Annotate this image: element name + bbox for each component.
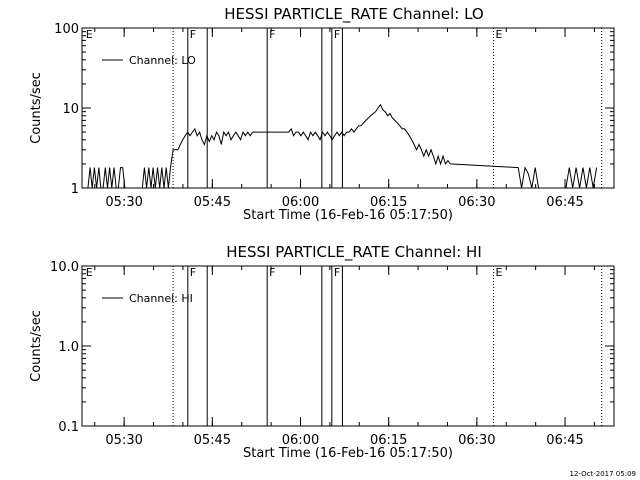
x-tick-label: 06:00 xyxy=(282,433,319,448)
x-tick-label: 06:45 xyxy=(546,433,583,448)
footer-timestamp: 12-Oct-2017 05:09 xyxy=(569,470,636,478)
x-tick-label: 06:00 xyxy=(282,195,319,210)
x-axis-label: Start Time (16-Feb-16 05:17:50) xyxy=(243,446,453,461)
y-tick-label: 1 xyxy=(71,182,79,197)
x-tick-label: 06:30 xyxy=(458,195,495,210)
chart-panel-lo: HESSI PARTICLE_RATE Channel: LO 1 10 100 Cou… xyxy=(29,5,615,223)
x-tick-label: 06:15 xyxy=(370,195,407,210)
chart-panel-hi: HESSI PARTICLE_RATE Channel: HI 0.1 1.0 10.… xyxy=(29,243,615,461)
y-tick-label: 10 xyxy=(62,102,79,117)
legend-label: Channel: HI xyxy=(129,292,193,305)
x-tick-label: 06:30 xyxy=(458,433,495,448)
x-tick-label: 05:45 xyxy=(194,195,231,210)
x-tick-label: 06:15 xyxy=(370,433,407,448)
x-tick-label: 06:45 xyxy=(546,195,583,210)
event-marker-label: F xyxy=(334,266,340,279)
y-tick-label: 1.0 xyxy=(58,340,79,355)
y-tick-label: 0.1 xyxy=(58,420,79,435)
y-axis-label: Counts/sec xyxy=(29,72,44,144)
y-axis-label: Counts/sec xyxy=(29,310,44,382)
event-marker-label: E xyxy=(86,266,93,279)
plot-frame xyxy=(81,27,615,189)
x-tick-label: 05:45 xyxy=(194,433,231,448)
x-axis-label: Start Time (16-Feb-16 05:17:50) xyxy=(243,208,453,223)
event-marker-label: F xyxy=(190,266,196,279)
event-marker-label: F xyxy=(334,28,340,41)
y-tick-label: 100 xyxy=(54,22,79,37)
x-tick-label: 05:30 xyxy=(105,433,142,448)
chart-title: HESSI PARTICLE_RATE Channel: LO xyxy=(224,5,483,24)
event-marker-label: F xyxy=(269,28,275,41)
x-tick-label: 05:30 xyxy=(105,195,142,210)
event-marker-label: E xyxy=(495,28,502,41)
plot-frame xyxy=(81,265,615,427)
y-tick-label: 10.0 xyxy=(50,260,79,275)
event-marker-label: F xyxy=(269,266,275,279)
series-line-lo xyxy=(87,103,598,189)
legend-label: Channel: LO xyxy=(129,54,196,67)
event-marker-label: E xyxy=(86,28,93,41)
event-marker-label: F xyxy=(190,28,196,41)
event-marker-label: E xyxy=(495,266,502,279)
chart-title: HESSI PARTICLE_RATE Channel: HI xyxy=(226,243,482,262)
